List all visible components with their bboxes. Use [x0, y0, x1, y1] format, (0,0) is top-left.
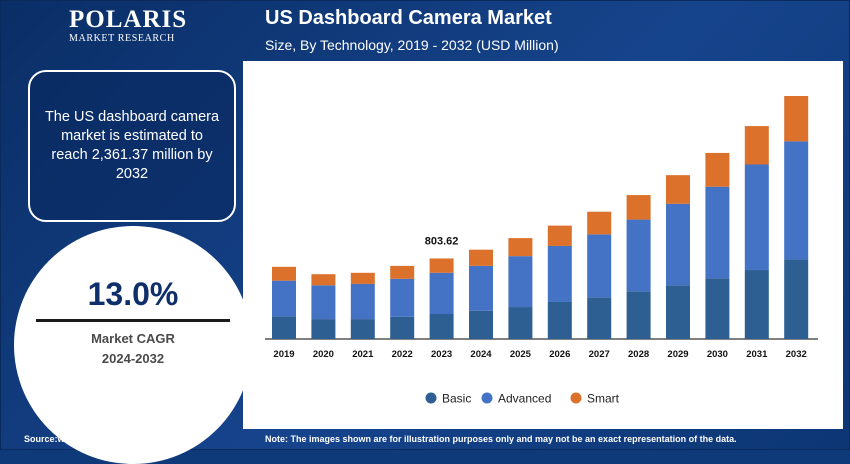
bar-basic-2031 [744, 270, 769, 339]
cagr-label-line2: 2024-2032 [101, 351, 165, 366]
bar-advanced-2026 [547, 245, 572, 302]
stacked-bar-chart: 2019 2020 2021 2022 2023 803.62 2024 2025 2026 20… [265, 96, 818, 406]
bar-advanced-2023 [429, 272, 454, 315]
x-tick-label-2026: 2026 [549, 349, 570, 360]
cagr-divider [36, 319, 230, 322]
bar-advanced-2019 [272, 280, 296, 317]
bar-advanced-2031 [744, 164, 769, 271]
bar-smart-2024 [469, 249, 493, 266]
bar-advanced-2030 [705, 186, 730, 279]
legend-label-smart: Smart [587, 392, 620, 406]
cagr-label: Market CAGR 2024-2032 [14, 329, 252, 369]
x-tick-label-2019: 2019 [273, 349, 294, 360]
logo-name: POLARIS [69, 6, 188, 33]
bar-smart-2028 [626, 195, 651, 220]
x-tick-label-2025: 2025 [510, 349, 532, 360]
chart-area: 2019 2020 2021 2022 2023 803.62 2024 2025 2026 20… [243, 61, 843, 429]
bar-smart-2022 [390, 265, 415, 279]
legend-label-advanced: Advanced [498, 392, 551, 406]
bar-basic-2021 [350, 319, 375, 339]
bar-advanced-2024 [469, 265, 493, 311]
bar-smart-2025 [508, 238, 533, 257]
bar-advanced-2021 [350, 283, 375, 320]
cagr-label-line1: Market CAGR [91, 331, 175, 346]
bar-basic-2023 [429, 314, 454, 339]
bar-basic-2030 [705, 278, 730, 339]
bar-basic-2028 [626, 291, 651, 339]
summary-text: The US dashboard camera market is estima… [44, 109, 220, 182]
x-tick-label-2022: 2022 [392, 349, 413, 360]
x-tick-label-2023: 2023 [431, 349, 452, 360]
bar-advanced-2020 [311, 285, 336, 320]
cagr-value: 13.0% [87, 276, 179, 312]
bar-smart-2031 [744, 126, 769, 165]
x-tick-label-2028: 2028 [628, 349, 649, 360]
legend-marker-basic [425, 392, 437, 404]
bar-smart-2027 [587, 211, 612, 235]
bar-basic-2026 [547, 301, 572, 339]
bar-advanced-2022 [390, 278, 415, 317]
bar-basic-2025 [508, 307, 533, 339]
bar-basic-2022 [390, 316, 415, 339]
bar-smart-2032 [784, 96, 809, 142]
x-tick-label-2021: 2021 [352, 349, 374, 360]
legend-marker-advanced [481, 392, 493, 404]
bar-basic-2020 [311, 319, 336, 339]
chart-title: US Dashboard Camera Market [265, 7, 552, 29]
bar-basic-2027 [587, 297, 612, 339]
bar-basic-2019 [272, 316, 296, 339]
bar-advanced-2029 [666, 203, 690, 286]
x-tick-label-2027: 2027 [589, 349, 610, 360]
x-tick-label-2024: 2024 [470, 349, 492, 360]
legend-label-basic: Basic [442, 392, 471, 406]
x-tick-label-2020: 2020 [313, 349, 334, 360]
bar-smart-2030 [705, 152, 730, 187]
source-text: Source:www.polarismarketresearch.com [24, 434, 199, 444]
logo-subtitle: MARKET RESEARCH [69, 33, 175, 44]
bar-smart-2019 [272, 266, 296, 281]
bar-basic-2029 [666, 285, 690, 339]
bar-advanced-2028 [626, 219, 651, 292]
bar-smart-2020 [311, 274, 336, 286]
bar-basic-2032 [784, 259, 809, 339]
polaris-logo: POLARIS MARKET RESEARCH [69, 7, 189, 45]
data-label-2023: 803.62 [425, 235, 459, 247]
x-tick-label-2029: 2029 [667, 349, 688, 360]
summary-box: The US dashboard camera market is estima… [28, 70, 236, 222]
cagr-circle: 13.0% Market CAGR 2024-2032 [14, 226, 252, 464]
chart-subtitle: Size, By Technology, 2019 - 2032 (USD Mi… [265, 37, 559, 53]
bar-smart-2021 [350, 272, 375, 284]
x-tick-label-2032: 2032 [786, 349, 807, 360]
legend-marker-smart [570, 392, 582, 404]
bar-advanced-2032 [784, 141, 809, 260]
bar-smart-2023 [429, 258, 454, 273]
bar-advanced-2025 [508, 256, 533, 308]
x-tick-label-2031: 2031 [746, 349, 768, 360]
disclaimer-note: Note: The images shown are for illustrat… [265, 434, 737, 444]
bar-smart-2026 [547, 225, 572, 246]
bar-smart-2029 [666, 175, 690, 204]
bar-basic-2024 [469, 310, 493, 339]
x-tick-label-2030: 2030 [707, 349, 728, 360]
bar-advanced-2027 [587, 234, 612, 298]
